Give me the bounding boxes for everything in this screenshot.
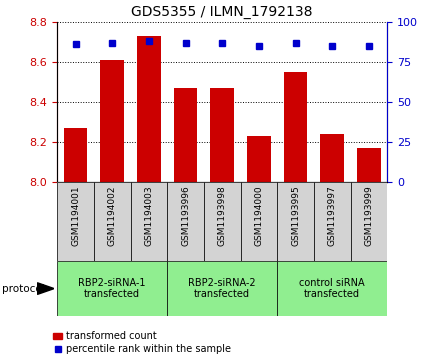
Bar: [357, 148, 381, 182]
Bar: [57, 182, 94, 261]
Bar: [284, 72, 308, 182]
Bar: [131, 182, 167, 261]
Text: GSM1194000: GSM1194000: [254, 185, 264, 246]
Text: GSM1193998: GSM1193998: [218, 185, 227, 246]
Legend: transformed count, percentile rank within the sample: transformed count, percentile rank withi…: [49, 327, 235, 358]
Text: GSM1193997: GSM1193997: [328, 185, 337, 246]
Bar: [204, 182, 241, 261]
Bar: [314, 182, 351, 261]
Bar: [277, 182, 314, 261]
Text: GSM1194001: GSM1194001: [71, 185, 80, 246]
Bar: [277, 261, 387, 316]
Bar: [247, 135, 271, 182]
Bar: [320, 134, 344, 182]
Title: GDS5355 / ILMN_1792138: GDS5355 / ILMN_1792138: [132, 5, 313, 19]
Text: GSM1193996: GSM1193996: [181, 185, 190, 246]
Text: control siRNA
transfected: control siRNA transfected: [299, 278, 365, 299]
Text: RBP2-siRNA-1
transfected: RBP2-siRNA-1 transfected: [78, 278, 146, 299]
Text: GSM1194003: GSM1194003: [144, 185, 154, 246]
Bar: [94, 182, 131, 261]
Bar: [351, 182, 387, 261]
Bar: [167, 261, 277, 316]
Bar: [64, 128, 88, 182]
Bar: [167, 182, 204, 261]
Bar: [100, 60, 124, 182]
Text: GSM1193999: GSM1193999: [364, 185, 374, 246]
Polygon shape: [37, 283, 54, 294]
Text: RBP2-siRNA-2
transfected: RBP2-siRNA-2 transfected: [188, 278, 256, 299]
Bar: [174, 87, 198, 182]
Text: protocol: protocol: [2, 284, 45, 294]
Bar: [57, 261, 167, 316]
Bar: [210, 87, 234, 182]
Bar: [241, 182, 277, 261]
Text: GSM1193995: GSM1193995: [291, 185, 300, 246]
Text: GSM1194002: GSM1194002: [108, 185, 117, 246]
Bar: [137, 36, 161, 182]
